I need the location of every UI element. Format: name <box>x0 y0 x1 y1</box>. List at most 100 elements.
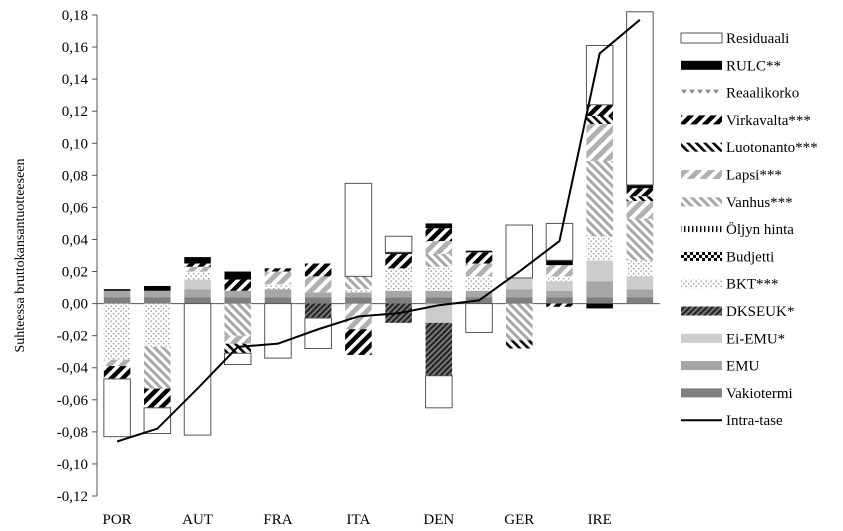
y-tick-label: 0,16 <box>62 40 89 56</box>
bar-segment-luotonanto- <box>505 340 533 349</box>
legend-swatch <box>681 226 722 233</box>
bar-segment-lapsi- <box>586 124 613 161</box>
bar-segment-virkavalta- <box>385 253 412 269</box>
legend-label: DKSEUK* <box>726 304 794 320</box>
bar-segment-luotonanto- <box>224 343 252 354</box>
legend-item: Residuaali <box>680 31 789 47</box>
bar-segment-vanhus- <box>224 303 252 336</box>
bar-segment-lapsi- <box>224 335 252 344</box>
bar-segment-vakiotermi <box>425 297 453 304</box>
bar-segment-rulc- <box>546 260 573 266</box>
bar-segment-rulc- <box>224 271 252 280</box>
bar-segment-residuaali <box>183 303 212 436</box>
bar-segment-vanhus- <box>345 276 372 290</box>
legend-swatch <box>681 89 722 96</box>
legend-swatch <box>680 32 723 44</box>
legend-item: Lapsi*** <box>681 168 782 184</box>
bar-segment-emu <box>184 289 211 298</box>
bar-segment-emu <box>385 290 412 298</box>
bar-segment-rulc- <box>144 285 171 291</box>
legend-item: Vanhus*** <box>681 195 793 211</box>
legend-item: Intra-tase <box>681 413 783 429</box>
bar-segment-emu <box>546 290 573 298</box>
bar-segment-vanhus- <box>626 218 654 261</box>
legend-label: RULC** <box>726 58 781 74</box>
bar-segment-emu <box>425 290 453 298</box>
bar-segment-rulc- <box>425 223 453 229</box>
bar-segment-bkt- <box>264 284 292 290</box>
bar-segment-ei-emu- <box>546 281 573 291</box>
y-tick-label: -0,12 <box>57 489 88 505</box>
bar-segment-ei-emu- <box>505 277 533 290</box>
bar-segment-vakiotermi <box>345 297 372 304</box>
y-tick-label: -0,06 <box>57 393 89 409</box>
bar-segment-vanhus- <box>425 253 453 267</box>
bar-segment-vakiotermi <box>103 297 131 304</box>
bar-segment-residuaali <box>344 182 373 277</box>
legend-label: Ei-EMU* <box>726 331 785 347</box>
bar-segment-emu <box>586 281 613 298</box>
y-tick-label: -0,04 <box>57 361 89 377</box>
bar-segment-virkavalta- <box>304 263 332 277</box>
legend-swatch <box>681 60 722 70</box>
bar-segment-virkavalta- <box>264 268 292 272</box>
bar-segment-emu <box>626 289 654 298</box>
bar-segment-bkt- <box>586 236 613 261</box>
bar-segment-ei-emu- <box>626 276 654 290</box>
y-tick-label: 0,14 <box>62 72 89 88</box>
x-tick-label: GER <box>504 512 534 528</box>
bar-segment-virkavalta- <box>465 252 493 264</box>
bar-segment-vakiotermi <box>304 297 332 304</box>
legend-item: Virkavalta*** <box>681 113 811 129</box>
bar-segment-bkt- <box>184 271 211 280</box>
bar-segment-bkt- <box>425 266 453 291</box>
bar-segment-virkavalta- <box>586 104 613 117</box>
legend-label: Vakiotermi <box>726 386 793 402</box>
bar-segment-lapsi- <box>304 276 332 293</box>
legend-swatch <box>681 279 722 289</box>
legend-item: Budjetti <box>681 249 774 265</box>
bar-segment-vakiotermi <box>385 297 412 304</box>
x-tick-label: ITA <box>346 512 370 528</box>
y-tick-label: 0,12 <box>62 104 88 120</box>
bar-segment-vakiotermi <box>224 297 252 304</box>
legend-label: Vanhus*** <box>726 195 793 211</box>
bar-segment-lapsi- <box>626 200 654 219</box>
y-tick-label: 0,00 <box>62 297 88 313</box>
bar-segment-bkt- <box>385 268 412 291</box>
bar-segment-vanhus- <box>505 303 533 341</box>
bar-segment-virkavalta- <box>546 303 573 307</box>
bar-segment-lapsi- <box>425 241 453 254</box>
bar-segment-residuaali <box>264 303 292 359</box>
legend-label: Intra-tase <box>726 413 783 429</box>
bar-segment-vakiotermi <box>546 297 573 304</box>
legend-swatch <box>681 142 722 152</box>
y-tick-label: -0,08 <box>57 425 88 441</box>
bar-segment-bkt- <box>144 303 171 347</box>
bar-segment-emu <box>505 289 533 298</box>
legend-swatch <box>681 388 722 398</box>
bar-segment-virkavalta- <box>144 388 171 408</box>
legend-label: Luotonanto*** <box>726 140 818 156</box>
y-tick-label: 0,06 <box>62 200 89 216</box>
legend-label: Reaalikorko <box>726 86 799 102</box>
bar-segment-emu <box>264 289 292 298</box>
legend-item: Vakiotermi <box>681 386 793 402</box>
y-tick-label: 0,04 <box>62 232 89 248</box>
bar-segment-lapsi- <box>546 265 573 277</box>
bar-segment-virkavalta- <box>184 263 211 267</box>
legend-item: Öljyn hinta <box>681 221 794 238</box>
bar-segment-vakiotermi <box>184 297 211 304</box>
bar-segment-bkt- <box>103 303 131 360</box>
y-tick-label: -0,10 <box>57 457 88 473</box>
legend-swatch <box>681 197 722 207</box>
y-tick-label: -0,02 <box>57 329 88 345</box>
bar-segment-ei-emu- <box>425 303 453 323</box>
legend-label: BKT*** <box>726 277 779 293</box>
bar-segment-virkavalta- <box>626 188 654 197</box>
legend-item: DKSEUK* <box>681 304 794 320</box>
bar-segment-residuaali <box>103 378 131 438</box>
y-tick-label: 0,18 <box>62 8 88 24</box>
legend-swatch <box>681 251 722 261</box>
x-tick-label: FRA <box>263 512 292 528</box>
